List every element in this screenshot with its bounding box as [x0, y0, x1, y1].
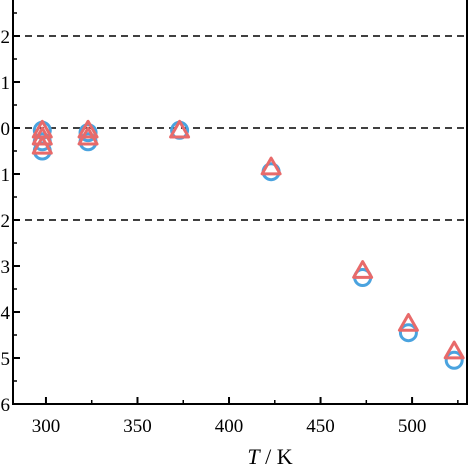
- data-points: [31, 119, 465, 370]
- x-axis-unit: / K: [265, 444, 293, 469]
- x-axis-variable: T: [247, 444, 261, 469]
- y-axis: 3 2 1 0 1 2 3 4 5 6: [1, 0, 20, 416]
- triangle-point: [31, 135, 53, 155]
- y-tick-label: 0: [1, 119, 11, 140]
- x-tick-label: 300: [32, 416, 61, 437]
- x-tick-label: 450: [306, 416, 335, 437]
- x-tick-label: 400: [215, 416, 244, 437]
- y-tick-label: 3: [1, 0, 11, 2]
- x-tick-label: 350: [123, 416, 152, 437]
- y-tick-label: 3: [1, 257, 11, 278]
- y-tick-label: 1: [1, 73, 11, 94]
- triangle-point: [260, 156, 282, 176]
- triangle-point: [31, 126, 53, 146]
- y-tick-label: 4: [1, 303, 11, 324]
- triangle-point: [397, 313, 419, 332]
- triangle-point: [169, 119, 191, 139]
- x-axis: 300 350 400 450 500: [32, 397, 459, 437]
- triangle-point: [352, 260, 374, 279]
- y-tick-label: 2: [1, 27, 11, 48]
- x-axis-title: T / K: [247, 444, 292, 469]
- triangle-point: [443, 340, 465, 360]
- circle-point: [444, 350, 464, 370]
- y-tick-label: 5: [1, 349, 11, 370]
- triangle-point: [77, 119, 99, 139]
- circle-point: [398, 323, 418, 343]
- triangle-point: [77, 126, 99, 146]
- y-tick-label: 1: [1, 165, 11, 186]
- y-tick-label: 2: [1, 211, 11, 232]
- y-tick-label: 6: [1, 395, 11, 416]
- x-tick-label: 500: [398, 416, 427, 437]
- plot-frame: [12, 0, 468, 405]
